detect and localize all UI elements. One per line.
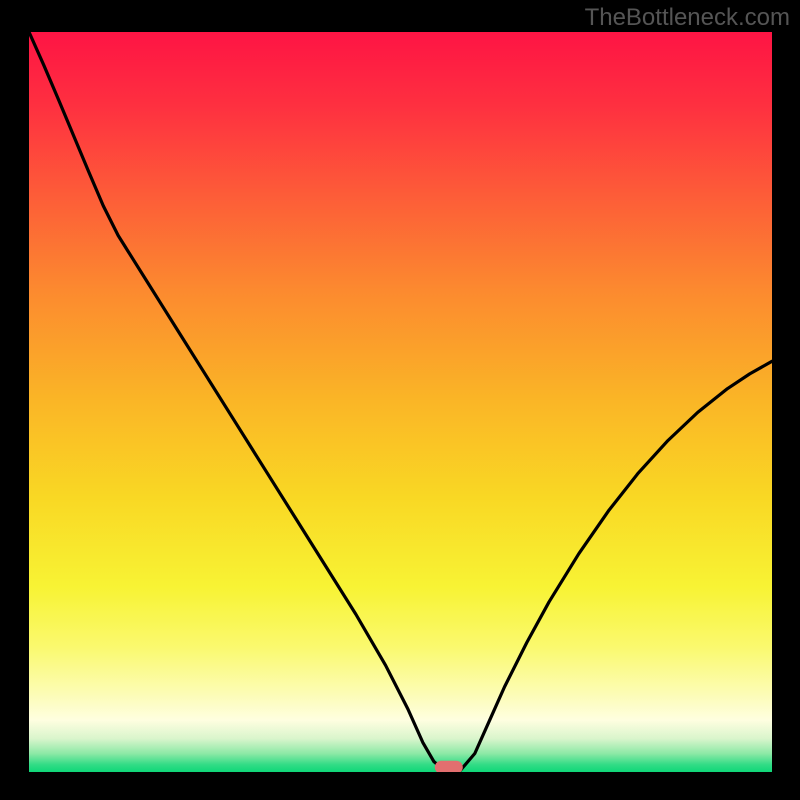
minimum-marker (435, 761, 463, 772)
plot-background (29, 32, 772, 772)
plot-area (29, 32, 772, 772)
plot-svg (29, 32, 772, 772)
chart-frame: TheBottleneck.com (0, 0, 800, 800)
watermark-text: TheBottleneck.com (585, 4, 790, 32)
